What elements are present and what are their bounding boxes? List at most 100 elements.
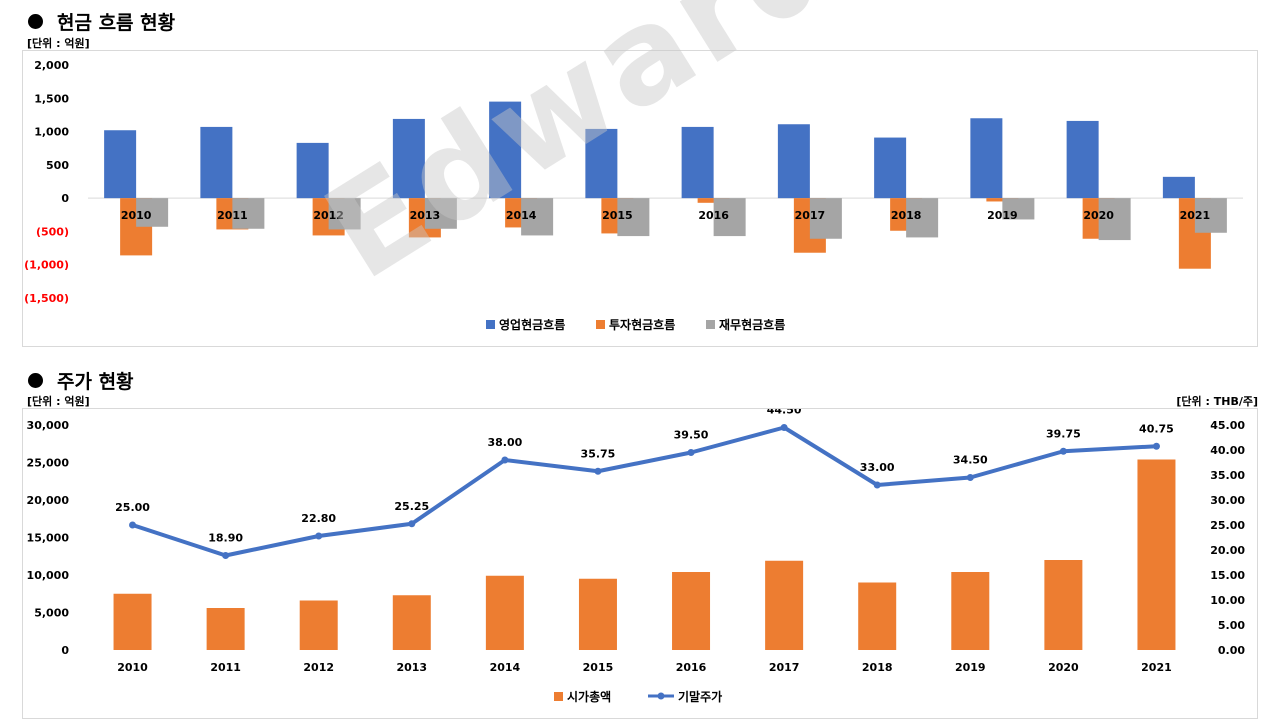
point-기말주가 [222,552,230,559]
bar-영업현금흐름 [681,126,714,199]
x-tick-label: 2011 [210,661,241,674]
x-tick-label: 2015 [583,661,614,674]
stock-unit-right: [단위 : THB/주] [1176,395,1258,408]
legend-swatch [596,320,605,329]
bar-영업현금흐름 [104,130,137,199]
point-기말주가 [966,474,974,481]
bar-시가총액 [113,593,152,650]
stock-chart-panel: 30,000 25,000 20,000 15,000 10,000 5,000 0 45.0… [22,404,1258,719]
bar-영업현금흐름 [489,101,522,199]
bar-재무현금흐름 [232,198,265,229]
data-label: 39.50 [674,429,709,442]
data-label: 39.75 [1046,427,1081,440]
point-기말주가 [594,467,602,475]
point-기말주가 [687,449,695,456]
y-right-tick-label: 35.00 [1210,469,1245,482]
x-tick-label: 2012 [303,661,334,674]
bar-시가총액 [858,582,897,650]
data-label: 35.75 [581,447,616,460]
point-기말주가 [408,520,416,528]
x-tick-label: 2012 [313,209,344,222]
bullet-icon [28,373,43,388]
x-tick-label: 2021 [1141,661,1172,674]
data-label: 22.80 [301,512,336,525]
bar-재무현금흐름 [906,198,939,238]
y-right-tick-label: 45.00 [1210,419,1245,432]
bar-시가총액 [1137,459,1176,650]
y-right-tick-label: 30.00 [1210,494,1245,507]
x-tick-label: 2020 [1083,209,1114,222]
data-label: 25.25 [394,500,429,513]
point-기말주가 [1152,442,1160,450]
y-left-tick-label: 0 [61,644,69,657]
y-tick-label: 2,000 [34,59,69,72]
legend-swatch [706,320,715,329]
bar-영업현금흐름 [970,118,1003,199]
stock-title: 주가 현황 [57,371,134,393]
x-tick-label: 2019 [955,661,986,674]
x-tick-label: 2013 [410,209,441,222]
x-tick-label: 2013 [396,661,427,674]
data-label: 38.00 [487,436,522,449]
legend-label: 투자현금흐름 [609,317,675,332]
legend-label: 시가총액 [567,689,611,704]
y-left-tick-label: 5,000 [34,607,69,620]
data-label: 25.00 [115,501,150,514]
bar-시가총액 [392,595,431,650]
point-기말주가 [129,521,137,529]
x-tick-label: 2014 [506,209,537,222]
data-label: 40.75 [1139,422,1174,435]
cashflow-chart: 2,000 1,500 1,000 500 0 (500) (1,000) (1,500) 20… [24,59,1243,332]
x-tick-label: 2017 [795,209,826,222]
bar-시가총액 [578,578,617,650]
bar-재무현금흐름 [136,198,169,227]
y-right-tick-label: 40.00 [1210,444,1245,457]
point-기말주가 [1059,447,1067,455]
y-tick-label: 1,500 [34,92,69,105]
bar-재무현금흐름 [809,198,842,239]
bar-영업현금흐름 [585,128,618,199]
cashflow-unit: [단위 : 억원] [27,37,90,50]
bar-재무현금흐름 [424,198,457,229]
y-tick-label: 500 [46,159,69,172]
y-right-tick-label: 15.00 [1210,569,1245,582]
y-tick-label: 0 [61,192,69,205]
point-기말주가 [873,481,881,489]
bar-영업현금흐름 [874,137,907,199]
data-label: 44.50 [767,409,802,417]
x-tick-label: 2018 [862,661,893,674]
section-title-cashflow: 현금 흐름 현황 [28,8,175,35]
stock-unit-left: [단위 : 억원] [27,395,90,408]
bar-재무현금흐름 [521,198,554,236]
bar-영업현금흐름 [1162,176,1195,199]
x-tick-label: 2017 [769,661,800,674]
y-left-tick-label: 10,000 [27,569,70,582]
x-tick-label: 2018 [891,209,922,222]
y-left-tick-label: 20,000 [27,494,70,507]
point-기말주가 [501,456,509,464]
data-label: 18.90 [208,532,243,545]
legend-swatch [554,692,563,701]
bar-재무현금흐름 [1098,198,1131,241]
x-tick-label: 2011 [217,209,248,222]
x-tick-label: 2010 [121,209,152,222]
legend-label: 기말주가 [678,689,722,704]
y-tick-label: (1,500) [24,292,69,305]
bar-재무현금흐름 [328,198,361,230]
cashflow-chart-panel: 2,000 1,500 1,000 500 0 (500) (1,000) (1,500) 20… [22,50,1258,347]
bar-시가총액 [206,608,245,650]
section-title-stock: 주가 현황 [28,367,134,394]
x-tick-label: 2016 [698,209,729,222]
y-tick-label: (1,000) [24,259,69,272]
bar-영업현금흐름 [1066,120,1099,199]
bar-시가총액 [1044,560,1083,650]
stock-chart: 30,000 25,000 20,000 15,000 10,000 5,000 0 45.0… [27,404,1246,705]
bar-재무현금흐름 [713,198,746,237]
bar-재무현금흐름 [617,198,650,237]
bar-재무현금흐름 [1002,198,1035,220]
bar-시가총액 [765,560,804,650]
y-right-tick-label: 5.00 [1218,619,1245,632]
y-tick-label: 1,000 [34,126,69,139]
y-left-tick-label: 15,000 [27,532,70,545]
y-tick-label: (500) [36,225,69,238]
